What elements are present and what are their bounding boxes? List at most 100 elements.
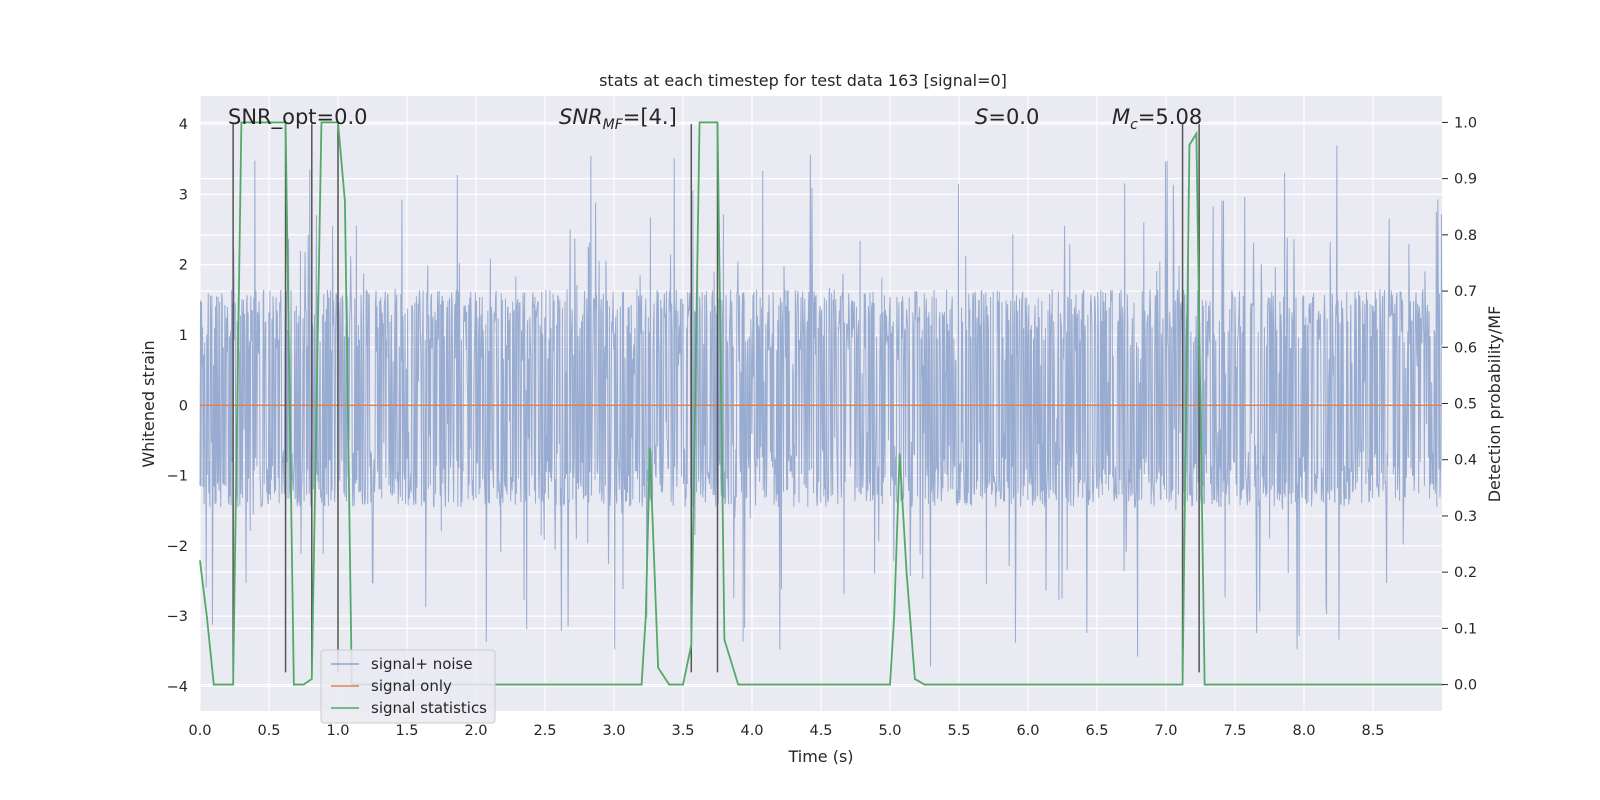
legend-label-stats: signal statistics [371, 699, 487, 717]
y-tick-label-1: 3 [179, 187, 188, 203]
y2-tick-label-9: 0.1 [1454, 621, 1477, 637]
x-tick-label-10: 5.0 [878, 723, 901, 739]
x-tick-label-7: 3.5 [671, 723, 694, 739]
stats-point-24 [737, 683, 739, 686]
stats-point-3 [226, 683, 229, 686]
noise-line [199, 145, 1443, 667]
stats-point-20 [690, 644, 693, 647]
annotation-mc: Mc=5.08 [1112, 105, 1202, 133]
y2-tick-label-4: 0.6 [1454, 340, 1477, 356]
y-ticks: 4 3 2 1 0 −1 −2 −3 −4 [167, 117, 188, 695]
snr-mf-value: =[4.] [623, 105, 677, 129]
stats-point-31 [1137, 683, 1140, 686]
stats-point-29 [914, 678, 916, 680]
y2-tick-label-5: 0.5 [1454, 397, 1477, 413]
x-tick-label-9: 4.5 [809, 723, 832, 739]
x-tick-label-17: 8.5 [1361, 723, 1384, 739]
x-tick-label-15: 7.5 [1223, 723, 1246, 739]
x-tick-label-8: 4.0 [740, 723, 763, 739]
stats-point-0 [199, 560, 201, 562]
stats-point-15 [644, 616, 647, 618]
x-tick-label-11: 5.5 [947, 723, 970, 739]
stats-point-9 [310, 678, 313, 680]
stats-point-33 [1188, 144, 1191, 146]
stats-point-8 [302, 683, 305, 686]
noise-trace [199, 145, 1443, 667]
chart-title: stats at each timestep for test data 163… [599, 71, 1007, 90]
y2-tick-label-7: 0.3 [1454, 509, 1477, 525]
stats-point-27 [898, 453, 901, 455]
y2-tick-label-2: 0.8 [1454, 228, 1477, 244]
y-tick-label-2: 2 [179, 258, 188, 274]
annotation-s: S=0.0 [975, 105, 1039, 129]
mc-subscript: c [1130, 117, 1138, 133]
stats-point-28 [905, 571, 908, 573]
y-tick-label-8: −4 [167, 679, 188, 695]
x-tick-label-6: 3.0 [602, 723, 625, 739]
stats-point-25 [889, 683, 891, 686]
y-tick-label-3: 1 [179, 328, 188, 344]
legend-label-noise: signal+ noise [371, 655, 473, 673]
stats-point-22 [716, 121, 719, 124]
x-tick-label-3: 1.5 [395, 723, 418, 739]
x-ticks: 0.0 0.5 1.0 1.5 2.0 2.5 3.0 3.5 4.0 4.5 5.0 5.5 6.0 6… [188, 723, 1384, 739]
y-tick-label-6: −2 [167, 539, 188, 555]
stats-point-23 [723, 638, 726, 641]
stats-point-26 [893, 616, 895, 618]
stats-point-18 [668, 683, 670, 686]
y2-axis-label: Detection probability/MF [1485, 306, 1504, 503]
s-value: =0.0 [988, 105, 1039, 129]
stats-point-10 [320, 121, 323, 124]
annotation-snr-mf: SNRMF=[4.] [559, 105, 677, 133]
stats-point-32 [1181, 683, 1184, 686]
annotation-snr-opt: SNR_opt=0.0 [228, 105, 368, 130]
x-tick-label-0: 0.0 [188, 723, 211, 739]
y2-ticks: 1.0 0.9 0.8 0.7 0.6 0.5 0.4 0.3 0.2 0.1 0.0 [1442, 115, 1477, 694]
x-tick-label-13: 6.5 [1085, 723, 1108, 739]
stats-point-34 [1195, 132, 1198, 135]
x-axis-label: Time (s) [787, 747, 853, 766]
s-prefix: S [975, 105, 988, 129]
stats-point-14 [640, 683, 643, 686]
stats-point-35 [1203, 683, 1206, 686]
x-tick-label-14: 7.0 [1154, 723, 1177, 739]
y-tick-label-4: 0 [179, 398, 188, 414]
y2-tick-label-6: 0.4 [1454, 453, 1477, 469]
legend: signal+ noise signal only signal statist… [320, 649, 496, 724]
y-axis-label: Whitened strain [139, 340, 158, 467]
legend-box [320, 649, 496, 724]
stats-point-4 [232, 683, 234, 686]
stats-point-7 [293, 683, 295, 686]
snr-mf-subscript: MF [603, 117, 624, 133]
x-tick-label-4: 2.0 [464, 723, 487, 739]
snr-mf-prefix: SNR [559, 105, 603, 129]
stats-point-21 [698, 121, 701, 124]
y2-tick-label-1: 0.9 [1454, 172, 1477, 188]
vertical-markers [232, 124, 1200, 673]
y2-tick-label-3: 0.7 [1454, 284, 1477, 300]
stats-point-2 [213, 683, 215, 686]
stats-point-12 [344, 200, 346, 202]
mc-prefix: M [1112, 105, 1130, 129]
y-tick-label-7: −3 [167, 609, 188, 625]
x-tick-label-2: 1.0 [326, 723, 349, 739]
stats-point-5 [240, 121, 243, 124]
stats-point-16 [649, 447, 651, 450]
x-tick-label-5: 2.5 [533, 723, 556, 739]
y-tick-label-0: 4 [179, 117, 188, 133]
stats-point-6 [284, 121, 287, 124]
y2-tick-label-8: 0.2 [1454, 565, 1477, 581]
x-tick-label-1: 0.5 [257, 723, 280, 739]
mc-value: =5.08 [1138, 105, 1202, 129]
y-tick-label-5: −1 [167, 469, 188, 485]
y2-tick-label-0: 1.0 [1454, 115, 1477, 131]
stats-point-17 [657, 666, 659, 669]
stats-point-1 [206, 616, 208, 618]
stats-point-19 [682, 683, 684, 686]
stats-point-30 [923, 683, 926, 686]
y2-tick-label-10: 0.0 [1454, 678, 1477, 694]
x-tick-label-12: 6.0 [1016, 723, 1039, 739]
legend-label-signal: signal only [371, 677, 452, 695]
stats-point-11 [337, 121, 339, 124]
